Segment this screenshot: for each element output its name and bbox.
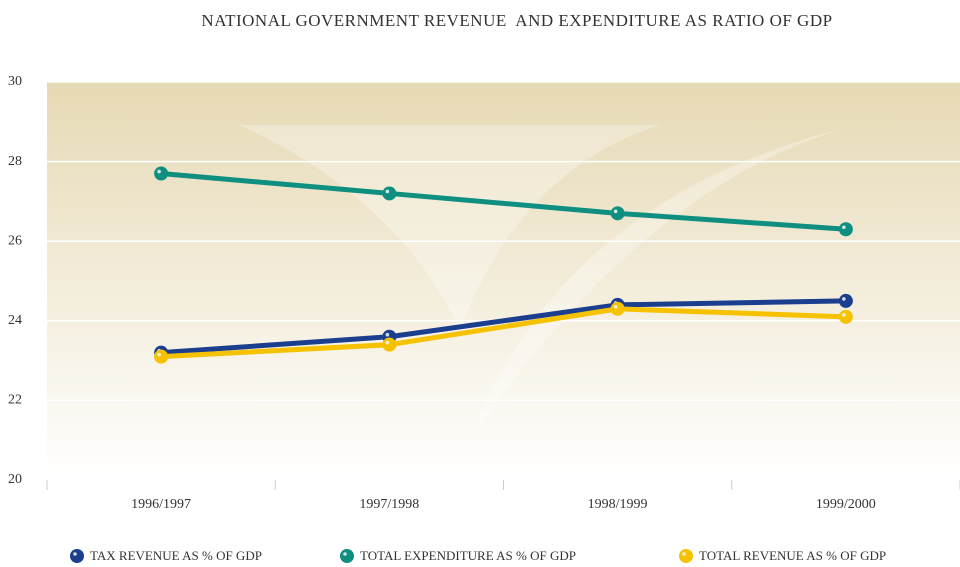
legend-marker	[679, 549, 693, 563]
legend-marker	[70, 549, 84, 563]
legend-label: TOTAL REVENUE AS % OF GDP	[699, 548, 886, 563]
point-highlight	[386, 333, 390, 337]
y-tick-label: 20	[8, 472, 22, 487]
point-highlight	[614, 305, 618, 309]
chart-title: NATIONAL GOVERNMENT REVENUE AND EXPENDIT…	[201, 11, 832, 30]
point-highlight	[157, 170, 161, 174]
point	[382, 186, 396, 200]
x-tick-label: 1998/1999	[588, 497, 648, 512]
legend-marker-highlight	[343, 552, 347, 556]
x-tick-label: 1997/1998	[359, 497, 419, 512]
point-highlight	[842, 313, 846, 317]
point	[839, 310, 853, 324]
x-tick-label: 1999/2000	[816, 497, 876, 512]
point-highlight	[614, 210, 618, 214]
legend-marker	[340, 549, 354, 563]
point	[611, 302, 625, 316]
x-tick-label: 1996/1997	[131, 497, 191, 512]
point	[839, 294, 853, 308]
legend-label: TOTAL EXPENDITURE AS % OF GDP	[360, 548, 576, 563]
y-tick-label: 22	[8, 393, 22, 408]
point-highlight	[842, 297, 846, 301]
point	[382, 338, 396, 352]
y-tick-label: 26	[8, 233, 22, 248]
point	[611, 206, 625, 220]
point-highlight	[386, 190, 390, 194]
point-highlight	[386, 341, 390, 345]
legend-marker-highlight	[73, 552, 77, 556]
point-highlight	[842, 225, 846, 229]
point	[154, 350, 168, 364]
point	[154, 167, 168, 181]
y-tick-label: 24	[8, 313, 22, 328]
legend-label: TAX REVENUE AS % OF GDP	[90, 548, 262, 563]
point-highlight	[157, 353, 161, 357]
chart: NATIONAL GOVERNMENT REVENUE AND EXPENDIT…	[0, 0, 960, 567]
legend-marker-highlight	[682, 552, 686, 556]
y-tick-label: 28	[8, 154, 22, 169]
point	[839, 222, 853, 236]
y-tick-label: 30	[8, 74, 22, 89]
